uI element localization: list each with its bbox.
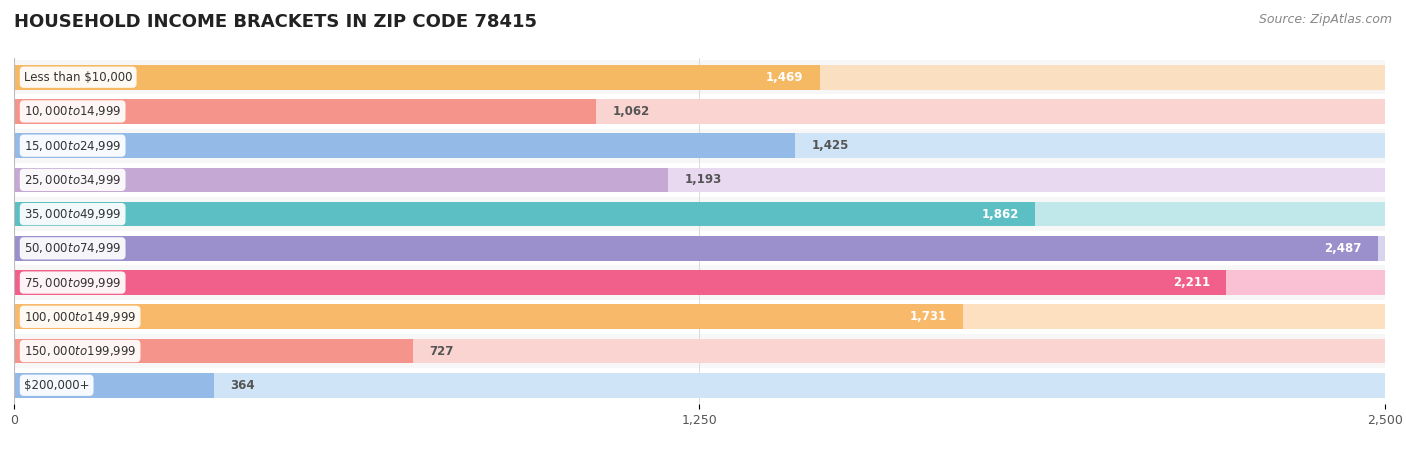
Bar	[14, 65, 820, 89]
Bar	[14, 163, 1385, 197]
Bar	[14, 167, 1385, 192]
Text: 1,062: 1,062	[613, 105, 650, 118]
Bar	[14, 236, 1378, 261]
Text: $100,000 to $149,999: $100,000 to $149,999	[24, 310, 136, 324]
Text: 1,425: 1,425	[811, 139, 849, 152]
Bar	[14, 133, 796, 158]
Bar	[14, 373, 1385, 398]
Bar	[14, 270, 1385, 295]
Text: 1,193: 1,193	[685, 173, 721, 186]
Text: 1,862: 1,862	[981, 207, 1018, 220]
Bar	[14, 236, 1385, 261]
Bar	[14, 304, 1385, 329]
Bar	[14, 99, 1385, 124]
Text: $75,000 to $99,999: $75,000 to $99,999	[24, 276, 121, 290]
Bar	[14, 373, 214, 398]
Text: $10,000 to $14,999: $10,000 to $14,999	[24, 105, 121, 119]
Bar	[14, 60, 1385, 94]
Text: $200,000+: $200,000+	[24, 379, 90, 392]
Bar	[14, 133, 1385, 158]
Text: HOUSEHOLD INCOME BRACKETS IN ZIP CODE 78415: HOUSEHOLD INCOME BRACKETS IN ZIP CODE 78…	[14, 13, 537, 31]
Text: 727: 727	[429, 344, 454, 357]
Bar	[14, 304, 963, 329]
Bar	[14, 202, 1035, 226]
Text: $35,000 to $49,999: $35,000 to $49,999	[24, 207, 121, 221]
Bar	[14, 339, 413, 363]
Bar	[14, 202, 1385, 226]
Text: 364: 364	[231, 379, 254, 392]
Bar	[14, 197, 1385, 231]
Bar	[14, 265, 1385, 299]
Bar	[14, 299, 1385, 334]
Bar	[14, 94, 1385, 128]
Text: $15,000 to $24,999: $15,000 to $24,999	[24, 139, 121, 153]
Bar	[14, 167, 668, 192]
Text: $25,000 to $34,999: $25,000 to $34,999	[24, 173, 121, 187]
Bar	[14, 128, 1385, 163]
Bar	[14, 334, 1385, 368]
Bar	[14, 339, 1385, 363]
Bar	[14, 65, 1385, 89]
Text: 2,211: 2,211	[1173, 276, 1211, 289]
Text: Less than $10,000: Less than $10,000	[24, 70, 132, 84]
Bar	[14, 231, 1385, 265]
Text: 1,731: 1,731	[910, 310, 946, 323]
Bar	[14, 270, 1226, 295]
Text: $150,000 to $199,999: $150,000 to $199,999	[24, 344, 136, 358]
Text: 1,469: 1,469	[766, 70, 803, 84]
Text: $50,000 to $74,999: $50,000 to $74,999	[24, 242, 121, 255]
Bar	[14, 99, 596, 124]
Text: 2,487: 2,487	[1324, 242, 1361, 255]
Text: Source: ZipAtlas.com: Source: ZipAtlas.com	[1258, 13, 1392, 26]
Bar	[14, 368, 1385, 402]
